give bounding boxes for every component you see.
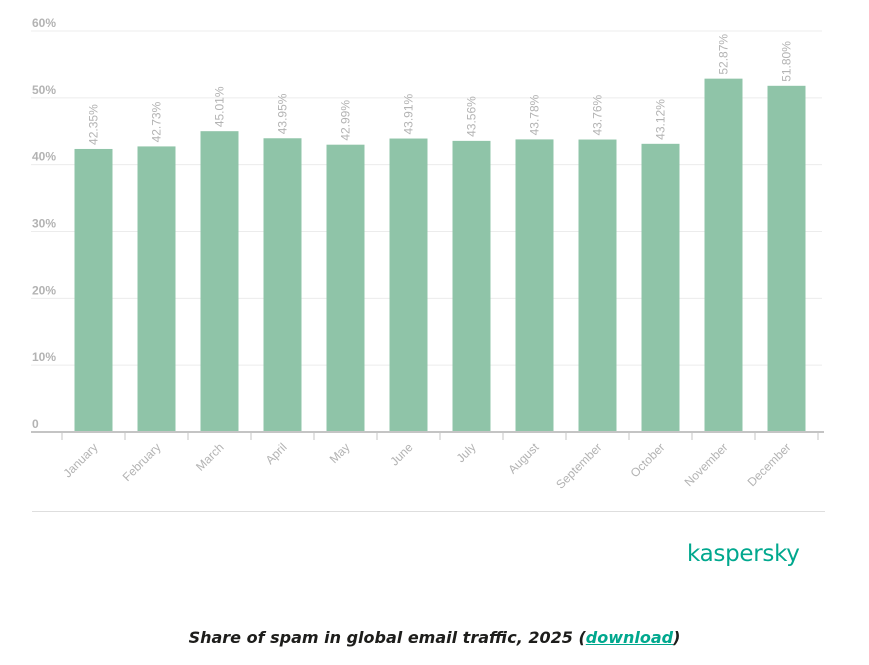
caption-text: Share of spam in global email traffic, 2…	[188, 628, 586, 647]
bar-value-label: 42.99%	[339, 100, 353, 141]
y-tick-label: 60%	[32, 16, 56, 30]
bar-value-label: 43.12%	[654, 99, 668, 140]
x-tick-label: July	[454, 440, 479, 465]
x-tick-label: December	[745, 440, 794, 489]
y-tick-label: 40%	[32, 150, 56, 164]
bar	[515, 139, 554, 432]
divider	[32, 511, 825, 512]
bar	[767, 85, 806, 432]
bar-value-label: 43.95%	[276, 93, 290, 134]
bar-value-label: 51.80%	[780, 41, 794, 82]
bar-value-label: 52.87%	[717, 34, 731, 75]
bar	[704, 78, 743, 433]
bar-value-label: 43.91%	[402, 94, 416, 135]
x-tick-label: October	[628, 440, 668, 480]
bars	[74, 78, 806, 433]
bar	[326, 144, 365, 432]
x-tick-label: September	[553, 440, 604, 491]
x-tick-label: August	[505, 440, 542, 477]
bar	[578, 139, 617, 432]
y-tick-label: 0	[32, 417, 39, 431]
x-tick-label: April	[263, 440, 290, 467]
x-tick-label: May	[327, 440, 353, 466]
y-tick-label: 50%	[32, 83, 56, 97]
bar-value-label: 42.73%	[150, 101, 164, 142]
bar-value-label: 43.56%	[465, 96, 479, 137]
bar	[137, 146, 176, 432]
y-tick-label: 30%	[32, 217, 56, 231]
x-axis-tick-labels: January February March April May June July Augu…	[61, 440, 794, 492]
kaspersky-logo: kaspersky	[687, 541, 800, 567]
bar-value-label: 43.78%	[528, 94, 542, 135]
download-link[interactable]: download	[585, 628, 674, 647]
bar	[200, 131, 239, 432]
x-tick-label: June	[387, 440, 416, 469]
chart-caption: Share of spam in global email traffic, 2…	[0, 628, 869, 647]
bar	[389, 138, 428, 432]
bar-value-label: 42.35%	[87, 104, 101, 145]
y-tick-label: 10%	[32, 350, 56, 364]
bar-value-label: 43.76%	[591, 95, 605, 136]
caption-close: )	[673, 628, 681, 647]
x-tick-label: February	[120, 440, 164, 484]
y-tick-label: 20%	[32, 283, 56, 297]
bar	[641, 143, 680, 432]
x-axis	[31, 431, 824, 440]
bar	[263, 138, 302, 432]
x-tick-label: November	[682, 440, 731, 489]
bar-value-label: 45.01%	[213, 86, 227, 127]
bar-value-labels: 42.35% 42.73% 45.01% 43.95% 42.99% 43.91% 43.5…	[87, 34, 794, 145]
x-tick-label: January	[61, 440, 101, 480]
bar	[74, 148, 113, 433]
x-tick-label: March	[193, 440, 226, 473]
bar	[452, 140, 491, 432]
y-axis-tick-labels: 0 10% 20% 30% 40% 50% 60%	[32, 16, 56, 431]
